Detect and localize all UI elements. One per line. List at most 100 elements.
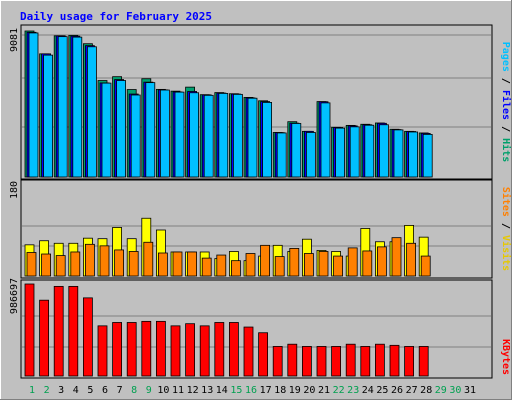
bar-sites-day-24: [362, 250, 373, 277]
bar-kbytes-day-18: [272, 346, 283, 377]
x-tick-label: 5: [87, 385, 93, 396]
bar-sites-day-22: [333, 255, 344, 277]
bar-pages-day-4: [72, 36, 83, 178]
panel-hits-files-pages: 9081 Pages / Files / Hits: [9, 24, 512, 180]
bar-kbytes-day-8: [126, 322, 137, 377]
bar-pages-day-24: [364, 124, 375, 178]
bar-sites-day-9: [143, 241, 154, 277]
bar-kbytes-day-23: [345, 343, 356, 377]
bar-pages-day-20: [305, 132, 316, 178]
bar-sites-day-18: [274, 256, 285, 277]
bar-kbytes-day-5: [83, 297, 93, 377]
x-tick-label: 8: [131, 385, 137, 396]
x-tick-label: 17: [260, 385, 272, 396]
bar-pages-day-26: [393, 129, 404, 178]
x-tick-label: 19: [289, 385, 301, 396]
x-tick-label: 24: [362, 385, 374, 396]
bars-hits-files-pages: [24, 30, 433, 178]
bar-sites-day-5: [85, 243, 95, 277]
legend-separator: /: [500, 78, 511, 90]
bar-pages-day-13: [203, 94, 214, 178]
x-tick-label: 27: [406, 385, 418, 396]
x-axis-day-labels: 1 2 3 4 5 6 7 8 9 10 11 12 13 14 15 16 17 18 19 20 21 22 23 24 2…: [29, 385, 476, 396]
x-tick-label: 23: [347, 385, 359, 396]
bar-pages-day-9: [145, 82, 156, 178]
bar-sites-day-21: [318, 251, 329, 277]
bar-sites-day-19: [289, 247, 300, 277]
legend-sites-visits: Sites / Visits: [500, 187, 512, 271]
legend-sites: Sites: [500, 187, 512, 217]
bar-kbytes-day-2: [39, 299, 49, 377]
bar-sites-day-26: [391, 237, 402, 277]
y-tick-label-hits: 9081: [9, 28, 20, 52]
y-tick-label-kbytes: 986697: [9, 278, 20, 314]
x-tick-label: 12: [187, 385, 199, 396]
bar-sites-day-17: [260, 244, 271, 277]
x-tick-label: 14: [216, 385, 228, 396]
bar-sites-day-1: [26, 252, 37, 277]
x-tick-label: 30: [449, 385, 461, 396]
bar-sites-day-23: [347, 247, 358, 277]
bar-kbytes-day-16: [243, 326, 254, 377]
bar-kbytes-day-11: [170, 325, 181, 377]
bar-kbytes-day-21: [316, 346, 327, 377]
bar-sites-day-10: [157, 252, 168, 277]
bar-kbytes-day-22: [331, 346, 342, 377]
bar-kbytes-day-10: [155, 320, 166, 377]
bar-sites-day-3: [55, 255, 66, 277]
bar-sites-day-15: [230, 260, 241, 277]
bar-kbytes-day-12: [185, 323, 196, 377]
bar-sites-day-14: [216, 254, 227, 277]
legend-files: Files: [500, 90, 512, 120]
bars-kbytes: [24, 283, 429, 377]
bar-pages-day-16: [247, 97, 258, 178]
panel-sites-visits: 180 Sites / Visits: [9, 179, 512, 279]
bar-sites-day-28: [420, 255, 431, 277]
x-tick-label: 25: [376, 385, 388, 396]
bar-sites-day-6: [99, 245, 110, 277]
legend-hits-files-pages: Pages / Files / Hits: [500, 42, 512, 162]
bar-kbytes-day-15: [228, 322, 239, 377]
bar-kbytes-day-1: [24, 283, 35, 377]
panel-kbytes: 986697 KBytes: [9, 278, 511, 379]
bar-kbytes-day-6: [97, 325, 108, 377]
bar-pages-day-10: [159, 89, 170, 178]
bar-sites-day-27: [406, 242, 417, 277]
x-tick-label: 1: [29, 385, 35, 396]
bar-pages-day-25: [378, 124, 389, 178]
bar-pages-day-15: [232, 93, 243, 178]
legend-separator: /: [500, 223, 511, 235]
bar-pages-day-7: [116, 80, 126, 178]
x-tick-label: 18: [274, 385, 286, 396]
bar-pages-day-1: [28, 32, 39, 178]
y-tick-label-visits: 180: [9, 181, 20, 199]
bar-pages-day-23: [349, 126, 360, 178]
x-tick-label: 7: [117, 385, 123, 396]
bar-sites-day-20: [303, 253, 314, 277]
bar-kbytes-day-19: [287, 343, 298, 377]
legend-separator: /: [500, 126, 511, 138]
legend-kbytes: KBytes: [500, 339, 511, 375]
bar-pages-day-3: [57, 36, 68, 178]
bar-kbytes-day-26: [389, 344, 400, 377]
bar-pages-day-28: [422, 133, 433, 178]
bar-pages-day-5: [87, 46, 97, 178]
x-tick-label: 13: [201, 385, 213, 396]
bar-sites-day-25: [376, 246, 387, 277]
bar-pages-day-18: [276, 132, 287, 178]
legend-pages: Pages: [500, 42, 511, 72]
x-tick-label: 22: [333, 385, 345, 396]
x-tick-label: 20: [303, 385, 315, 396]
bar-kbytes-day-20: [301, 346, 312, 377]
x-tick-label: 10: [157, 385, 169, 396]
bar-sites-day-16: [245, 253, 256, 277]
bar-pages-day-17: [262, 102, 273, 178]
bars-sites-visits: [24, 217, 431, 277]
x-tick-label: 28: [420, 385, 432, 396]
bar-pages-day-27: [408, 131, 419, 178]
bar-pages-day-22: [335, 127, 346, 178]
bar-pages-day-12: [189, 92, 200, 178]
x-tick-label: 26: [391, 385, 403, 396]
x-tick-label: 6: [102, 385, 108, 396]
